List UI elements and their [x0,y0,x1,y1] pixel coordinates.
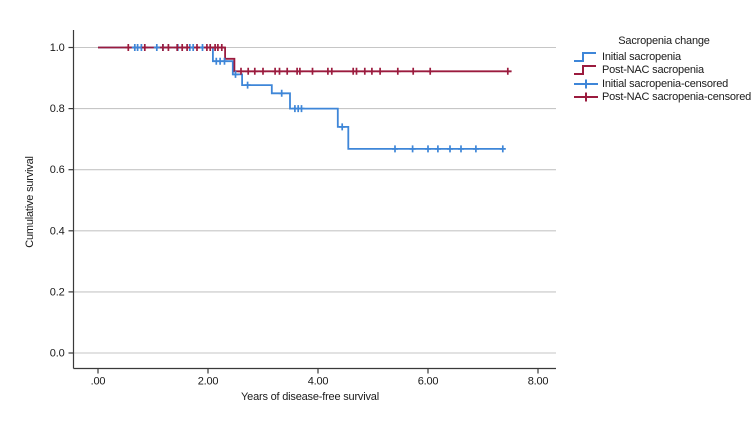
x-tick-label: .00 [91,376,106,388]
survival-curves [98,46,512,150]
step-line-icon [574,51,596,62]
curve-initial-sacropenia [98,46,504,150]
legend-item-post-nac-sacropenia-censored: Post-NAC sacropenia-censored [572,91,756,105]
legend: Sacropenia change Initial sacropenia Post… [572,35,756,104]
legend-label: Post-NAC sacropenia [602,64,704,77]
censored-plus-icon [574,92,598,102]
censor-marks-initial [131,44,506,153]
y-tick-label: 1.0 [50,42,65,54]
legend-title: Sacropenia change [618,35,710,47]
legend-label: Post-NAC sacropenia-censored [602,91,752,104]
curve-post-nac-sacropenia [98,46,512,73]
y-tick-label: 0.4 [50,225,65,237]
x-tick-label: 2.00 [198,376,219,388]
legend-item-initial-sacropenia: Initial sacropenia [572,50,756,64]
legend-item-post-nac-sacropenia: Post-NAC sacropenia [572,64,756,78]
censor-marks [125,44,511,153]
censor-marks-postnac [125,44,511,75]
y-tick-label: 0.0 [50,348,65,360]
y-tick-label: 0.8 [50,103,65,115]
x-tick-label: 8.00 [528,376,549,388]
legend-label: Initial sacropenia-censored [602,77,729,90]
y-tick-label: 0.2 [50,286,65,298]
y-tick-label: 0.6 [50,164,65,176]
step-line-icon [574,65,596,76]
legend-items: Initial sacropenia Post-NAC sacropenia Ini… [572,50,756,104]
legend-item-initial-sacropenia-censored: Initial sacropenia-censored [572,77,756,91]
x-axis-title: Years of disease-free survival [241,391,379,403]
legend-label: Initial sacropenia [602,50,681,63]
y-axis-title: Cumulative survival [24,156,36,248]
x-tick-label: 4.00 [308,376,329,388]
axes [68,30,556,374]
x-tick-label: 6.00 [418,376,439,388]
gridlines [73,46,556,354]
tick-labels: 0.0 0.2 0.4 0.6 0.8 1.0 .00 2.00 4.00 6.00 8.00 [50,42,549,388]
censored-plus-icon [574,79,598,89]
